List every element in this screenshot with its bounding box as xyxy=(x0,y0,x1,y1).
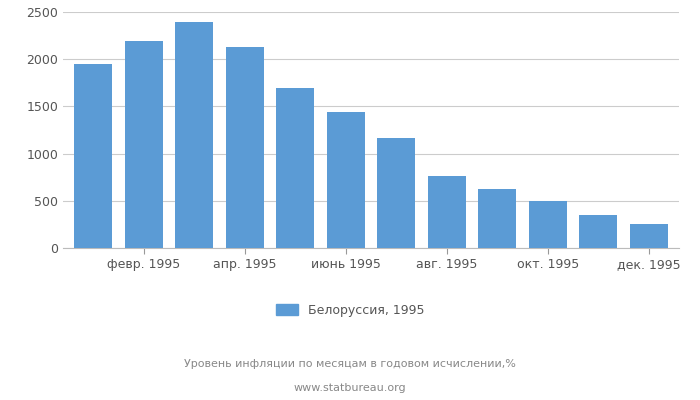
Text: Уровень инфляции по месяцам в годовом исчислении,%: Уровень инфляции по месяцам в годовом ис… xyxy=(184,359,516,369)
Bar xyxy=(630,224,668,248)
Bar xyxy=(580,216,617,248)
Bar xyxy=(327,112,365,248)
Bar xyxy=(125,41,162,248)
Bar xyxy=(478,189,516,248)
Bar xyxy=(276,88,314,248)
Text: www.statbureau.org: www.statbureau.org xyxy=(294,383,406,393)
Bar xyxy=(377,138,415,248)
Bar xyxy=(428,176,466,248)
Bar xyxy=(528,201,567,248)
Legend: Белоруссия, 1995: Белоруссия, 1995 xyxy=(270,299,430,322)
Bar xyxy=(74,64,112,248)
Bar xyxy=(226,47,264,248)
Bar xyxy=(175,22,214,248)
